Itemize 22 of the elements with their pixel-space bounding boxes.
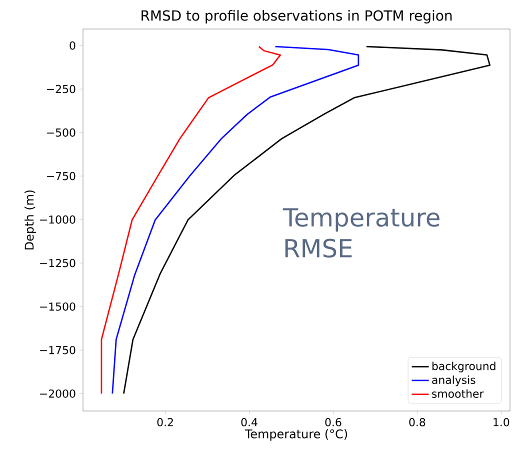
x-tick-label: 0.4 bbox=[241, 418, 258, 426]
x-tick-label: 0.8 bbox=[409, 418, 426, 426]
x-axis-title: Temperature (°C) bbox=[244, 429, 348, 441]
x-tick-label: 0.6 bbox=[325, 418, 342, 426]
legend-label: background bbox=[432, 362, 496, 372]
y-axis-title: Depth (m) bbox=[24, 190, 36, 250]
chart-title: RMSD to profile observations in POTM region bbox=[142, 10, 452, 24]
y-tick-label: −500 bbox=[47, 128, 76, 137]
y-tick-label: −750 bbox=[47, 172, 76, 180]
y-tick-label: −2000 bbox=[40, 389, 76, 398]
x-tick-label: 0.2 bbox=[157, 418, 173, 426]
y-tick-label: −1000 bbox=[40, 215, 76, 224]
y-tick-label: −250 bbox=[47, 84, 76, 94]
line-series bbox=[100, 46, 282, 394]
y-tick-label: 0 bbox=[70, 41, 76, 50]
y-tick-label: −1250 bbox=[40, 258, 76, 268]
x-tick-label: 1.0 bbox=[494, 418, 510, 426]
annotation: Temperature RMSE bbox=[282, 208, 440, 258]
legend-label: smoother bbox=[432, 389, 484, 398]
legend-label: analysis bbox=[432, 376, 476, 386]
y-tick-label: −1750 bbox=[40, 346, 76, 354]
y-tick-label: −1500 bbox=[40, 302, 76, 311]
